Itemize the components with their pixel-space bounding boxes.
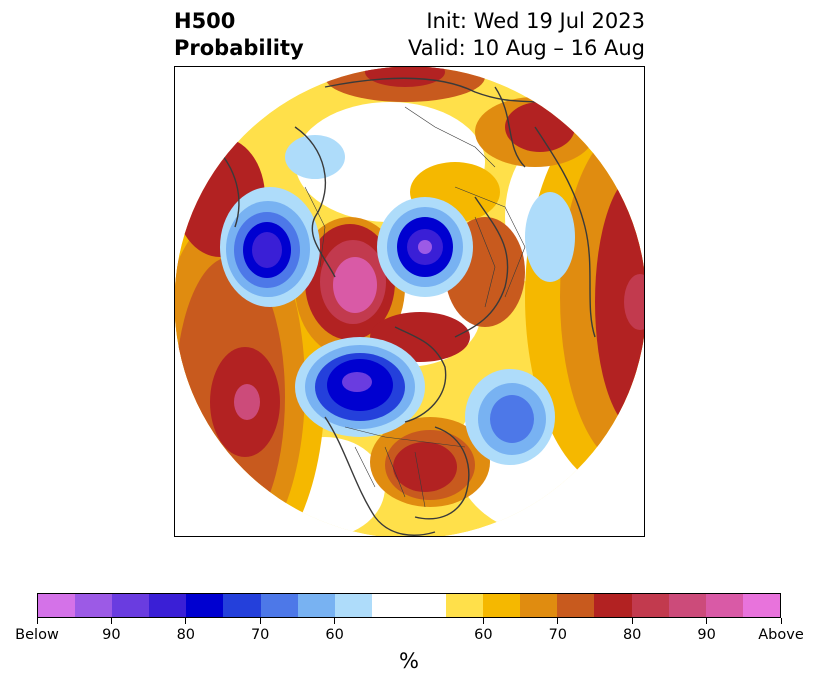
valid-date: Valid: 10 Aug – 16 Aug (407, 36, 645, 60)
colorbar-segment (223, 594, 261, 617)
colorbar-tick (557, 618, 559, 624)
colorbar-tick (110, 618, 112, 624)
colorbar-segment (186, 594, 224, 617)
title-main: H500 (174, 9, 236, 33)
title-sub: Probability (174, 36, 304, 60)
below-north-atlantic (465, 369, 555, 465)
colorbar-tick-label: Below (15, 627, 59, 643)
colorbar-segment (297, 594, 335, 617)
colorbar-segment (520, 594, 558, 617)
colorbar-tick-label: 60 (325, 627, 344, 643)
colorbar-tick (780, 618, 782, 624)
colorbar-tick (36, 618, 38, 624)
colorbar-segment (149, 594, 187, 617)
init-date: Init: Wed 19 Jul 2023 (426, 9, 645, 33)
colorbar-segment (705, 594, 743, 617)
above-siberia (295, 217, 405, 357)
colorbar-segment (260, 594, 298, 617)
colorbar-tick-label: Above (758, 627, 804, 643)
colorbar (37, 593, 781, 618)
colorbar-tick-label: 70 (250, 627, 270, 643)
colorbar-tick-label: 90 (102, 627, 121, 643)
colorbar-segment (557, 594, 595, 617)
below-arctic (377, 192, 575, 297)
below-alaska (220, 135, 345, 307)
colorbar-tick (185, 618, 187, 624)
colorbar-tick-label: 80 (622, 627, 642, 643)
colorbar-tick (334, 618, 336, 624)
colorbar-segment (594, 594, 632, 617)
chart-dates: Init: Wed 19 Jul 2023 Valid: 10 Aug – 16… (408, 8, 645, 62)
colorbar-tick (482, 618, 484, 624)
borders (304, 106, 526, 508)
colorbar-segment (112, 594, 150, 617)
colorbar-tick (259, 618, 261, 624)
colorbar-tick-label: 80 (176, 627, 196, 643)
colorbar-segment (483, 594, 521, 617)
colorbar-unit-label: % (399, 649, 419, 673)
above-east-asia (325, 67, 644, 487)
colorbar-tick-label: 90 (697, 627, 716, 643)
colorbar-tick-label: 70 (548, 627, 568, 643)
colorbar-segment (408, 594, 447, 617)
map-panel (174, 66, 645, 537)
colorbar-segment (446, 594, 484, 617)
colorbar-tick-label: 60 (474, 627, 493, 643)
colorbar-segment (371, 594, 409, 617)
colorbar-segment (334, 594, 372, 617)
chart-title: H500 Probability (174, 8, 304, 62)
probability-map (175, 67, 644, 536)
colorbar-segment (631, 594, 669, 617)
colorbar-tick (706, 618, 708, 624)
colorbar-segment (38, 594, 76, 617)
colorbar-segment (742, 594, 780, 617)
colorbar-segment (75, 594, 113, 617)
colorbar-tick (631, 618, 633, 624)
colorbar-segment (668, 594, 706, 617)
below-greenland (295, 337, 425, 437)
